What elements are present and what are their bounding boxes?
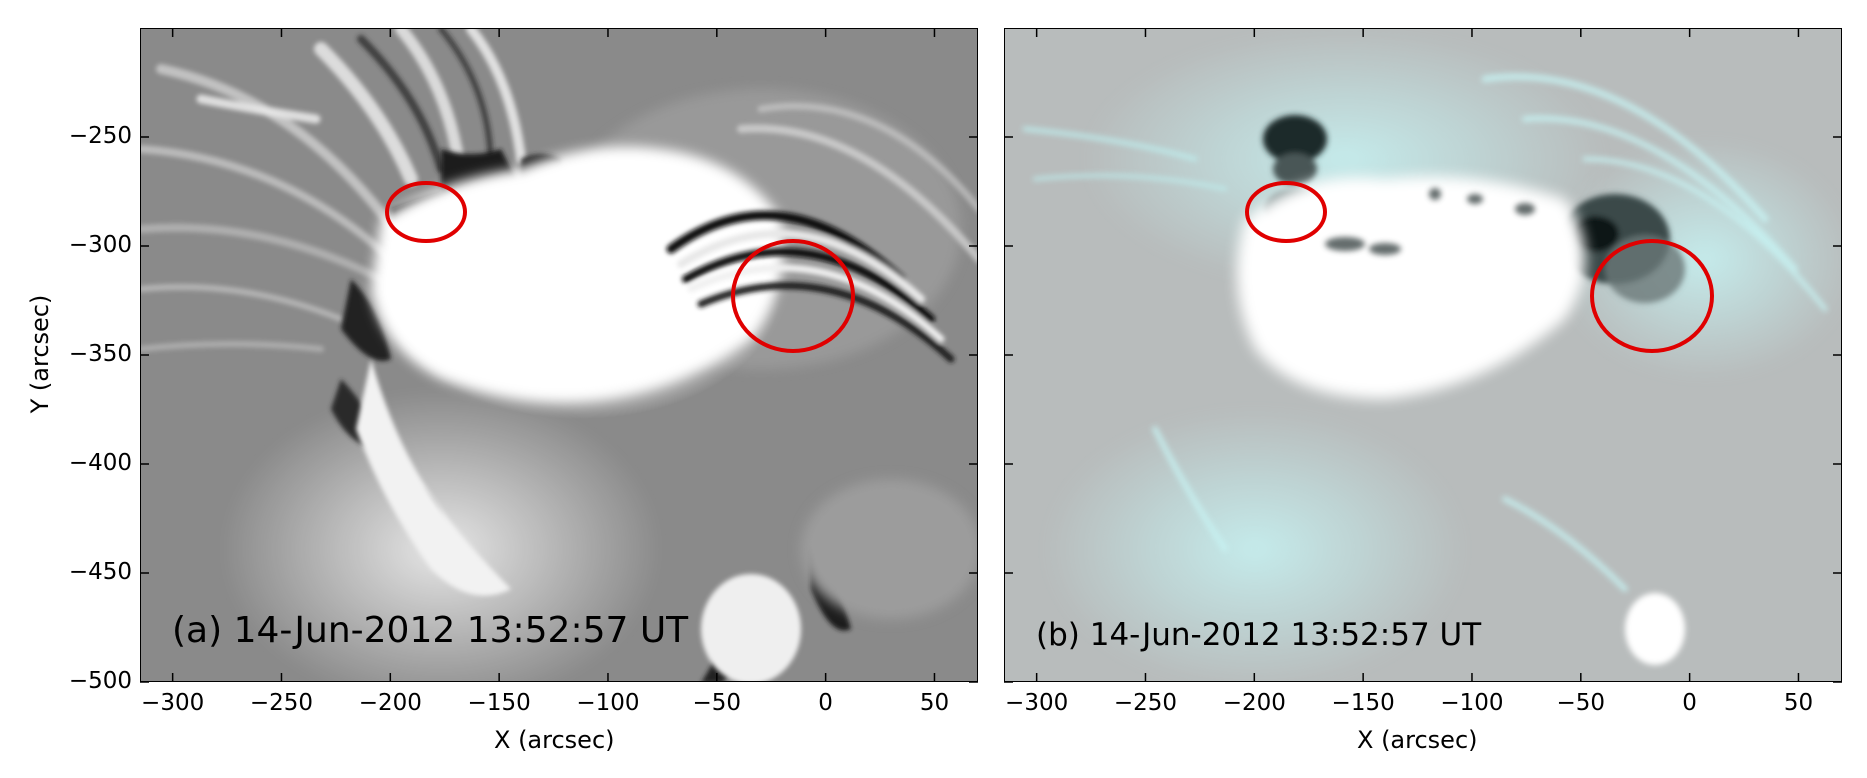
panel-b-x-tick-label: −150	[1331, 690, 1395, 716]
panel-b-x-axis-label: X (arcsec)	[1357, 726, 1478, 754]
panel-a-label: (a) 14-Jun-2012 13:52:57 UT	[172, 610, 689, 651]
panel-a-y-tick-label: −400	[68, 450, 132, 476]
panel-b-x-tick-label: 50	[1783, 690, 1814, 716]
panel-a-image	[140, 28, 978, 682]
panel-b-solar-image	[1005, 29, 1841, 681]
panel-b-x-tick-label: −50	[1556, 690, 1606, 716]
panel-b-x-tick-label: −250	[1113, 690, 1178, 716]
panel-b-image	[1004, 28, 1842, 682]
panel-a-x-tick-label: −50	[692, 690, 742, 716]
panel-a-x-tick-label: −100	[576, 690, 640, 716]
panel-a-x-axis-label: X (arcsec)	[494, 726, 615, 754]
panel-a-y-tick-label: −450	[68, 559, 132, 585]
panel-a-y-tick-label: −350	[68, 341, 132, 367]
panel-a-x-tick-label: −250	[249, 690, 314, 716]
panel-a-y-tick-label: −500	[68, 668, 132, 694]
panel-b-x-tick-label: −300	[1005, 690, 1069, 716]
panel-a-x-tick-label: −150	[467, 690, 531, 716]
panel-b-label: (b) 14-Jun-2012 13:52:57 UT	[1036, 617, 1482, 653]
panel-a-x-tick-label: −300	[141, 690, 205, 716]
panel-a-x-tick-label: 50	[919, 690, 950, 716]
panel-b-x-tick-label: −200	[1222, 690, 1286, 716]
panel-a-x-tick-label: −200	[358, 690, 422, 716]
panel-a-x-tick-label: 0	[818, 690, 833, 716]
panel-a-solar-image	[141, 29, 977, 681]
panel-a-y-axis-label: Y (arcsec)	[26, 294, 54, 414]
panel-b-x-tick-label: 0	[1682, 690, 1697, 716]
panel-a-y-tick-label: −250	[68, 123, 132, 149]
panel-b-x-tick-label: −100	[1440, 690, 1504, 716]
panel-a-y-tick-label: −300	[68, 232, 132, 258]
